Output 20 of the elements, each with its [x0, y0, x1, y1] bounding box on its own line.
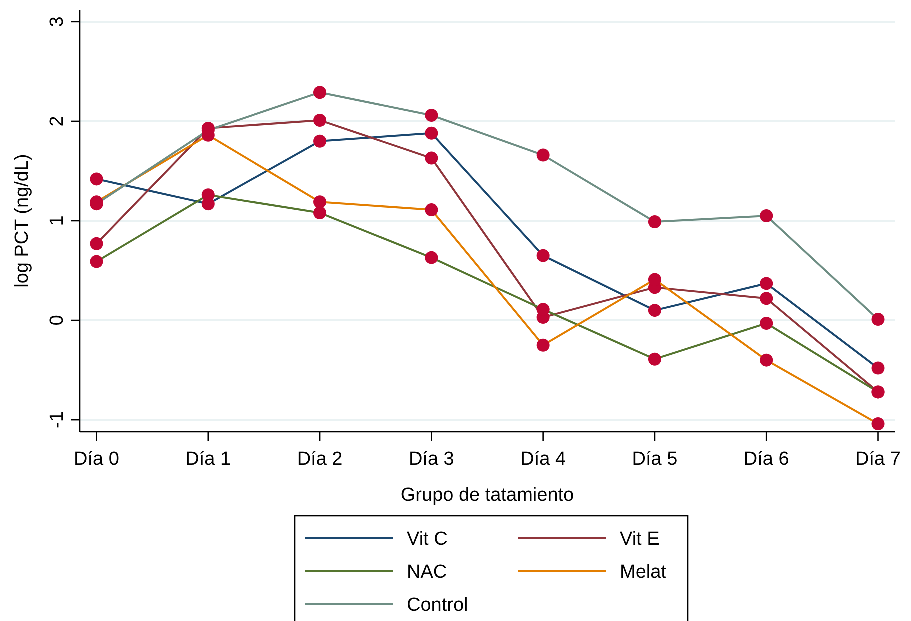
x-tick-label: Día 7 — [856, 449, 901, 470]
y-tick-label: 1 — [47, 216, 68, 226]
y-tick-label: 2 — [47, 116, 68, 127]
x-tick-label: Día 3 — [408, 449, 454, 470]
x-tick-label: Día 4 — [520, 449, 566, 470]
x-tick-label: Día 2 — [297, 449, 343, 470]
x-tick-label: Día 0 — [74, 449, 120, 470]
x-axis-title: Grupo de tatamiento — [400, 485, 574, 506]
y-tick-label: -1 — [47, 412, 68, 429]
x-tick-label: Día 1 — [186, 449, 232, 470]
y-tick-label: 0 — [47, 315, 68, 326]
y-axis-title: log PCT (ng/dL) — [12, 154, 33, 288]
legend-label: Control — [407, 595, 468, 616]
legend-label: NAC — [407, 562, 448, 583]
legend-label: Vit E — [620, 529, 660, 550]
legend-label: Vit C — [407, 529, 448, 550]
x-tick-label: Día 6 — [744, 449, 790, 470]
y-tick-label: 3 — [47, 16, 68, 28]
legend-label: Melat — [620, 562, 668, 583]
x-tick-label: Día 5 — [632, 449, 678, 470]
